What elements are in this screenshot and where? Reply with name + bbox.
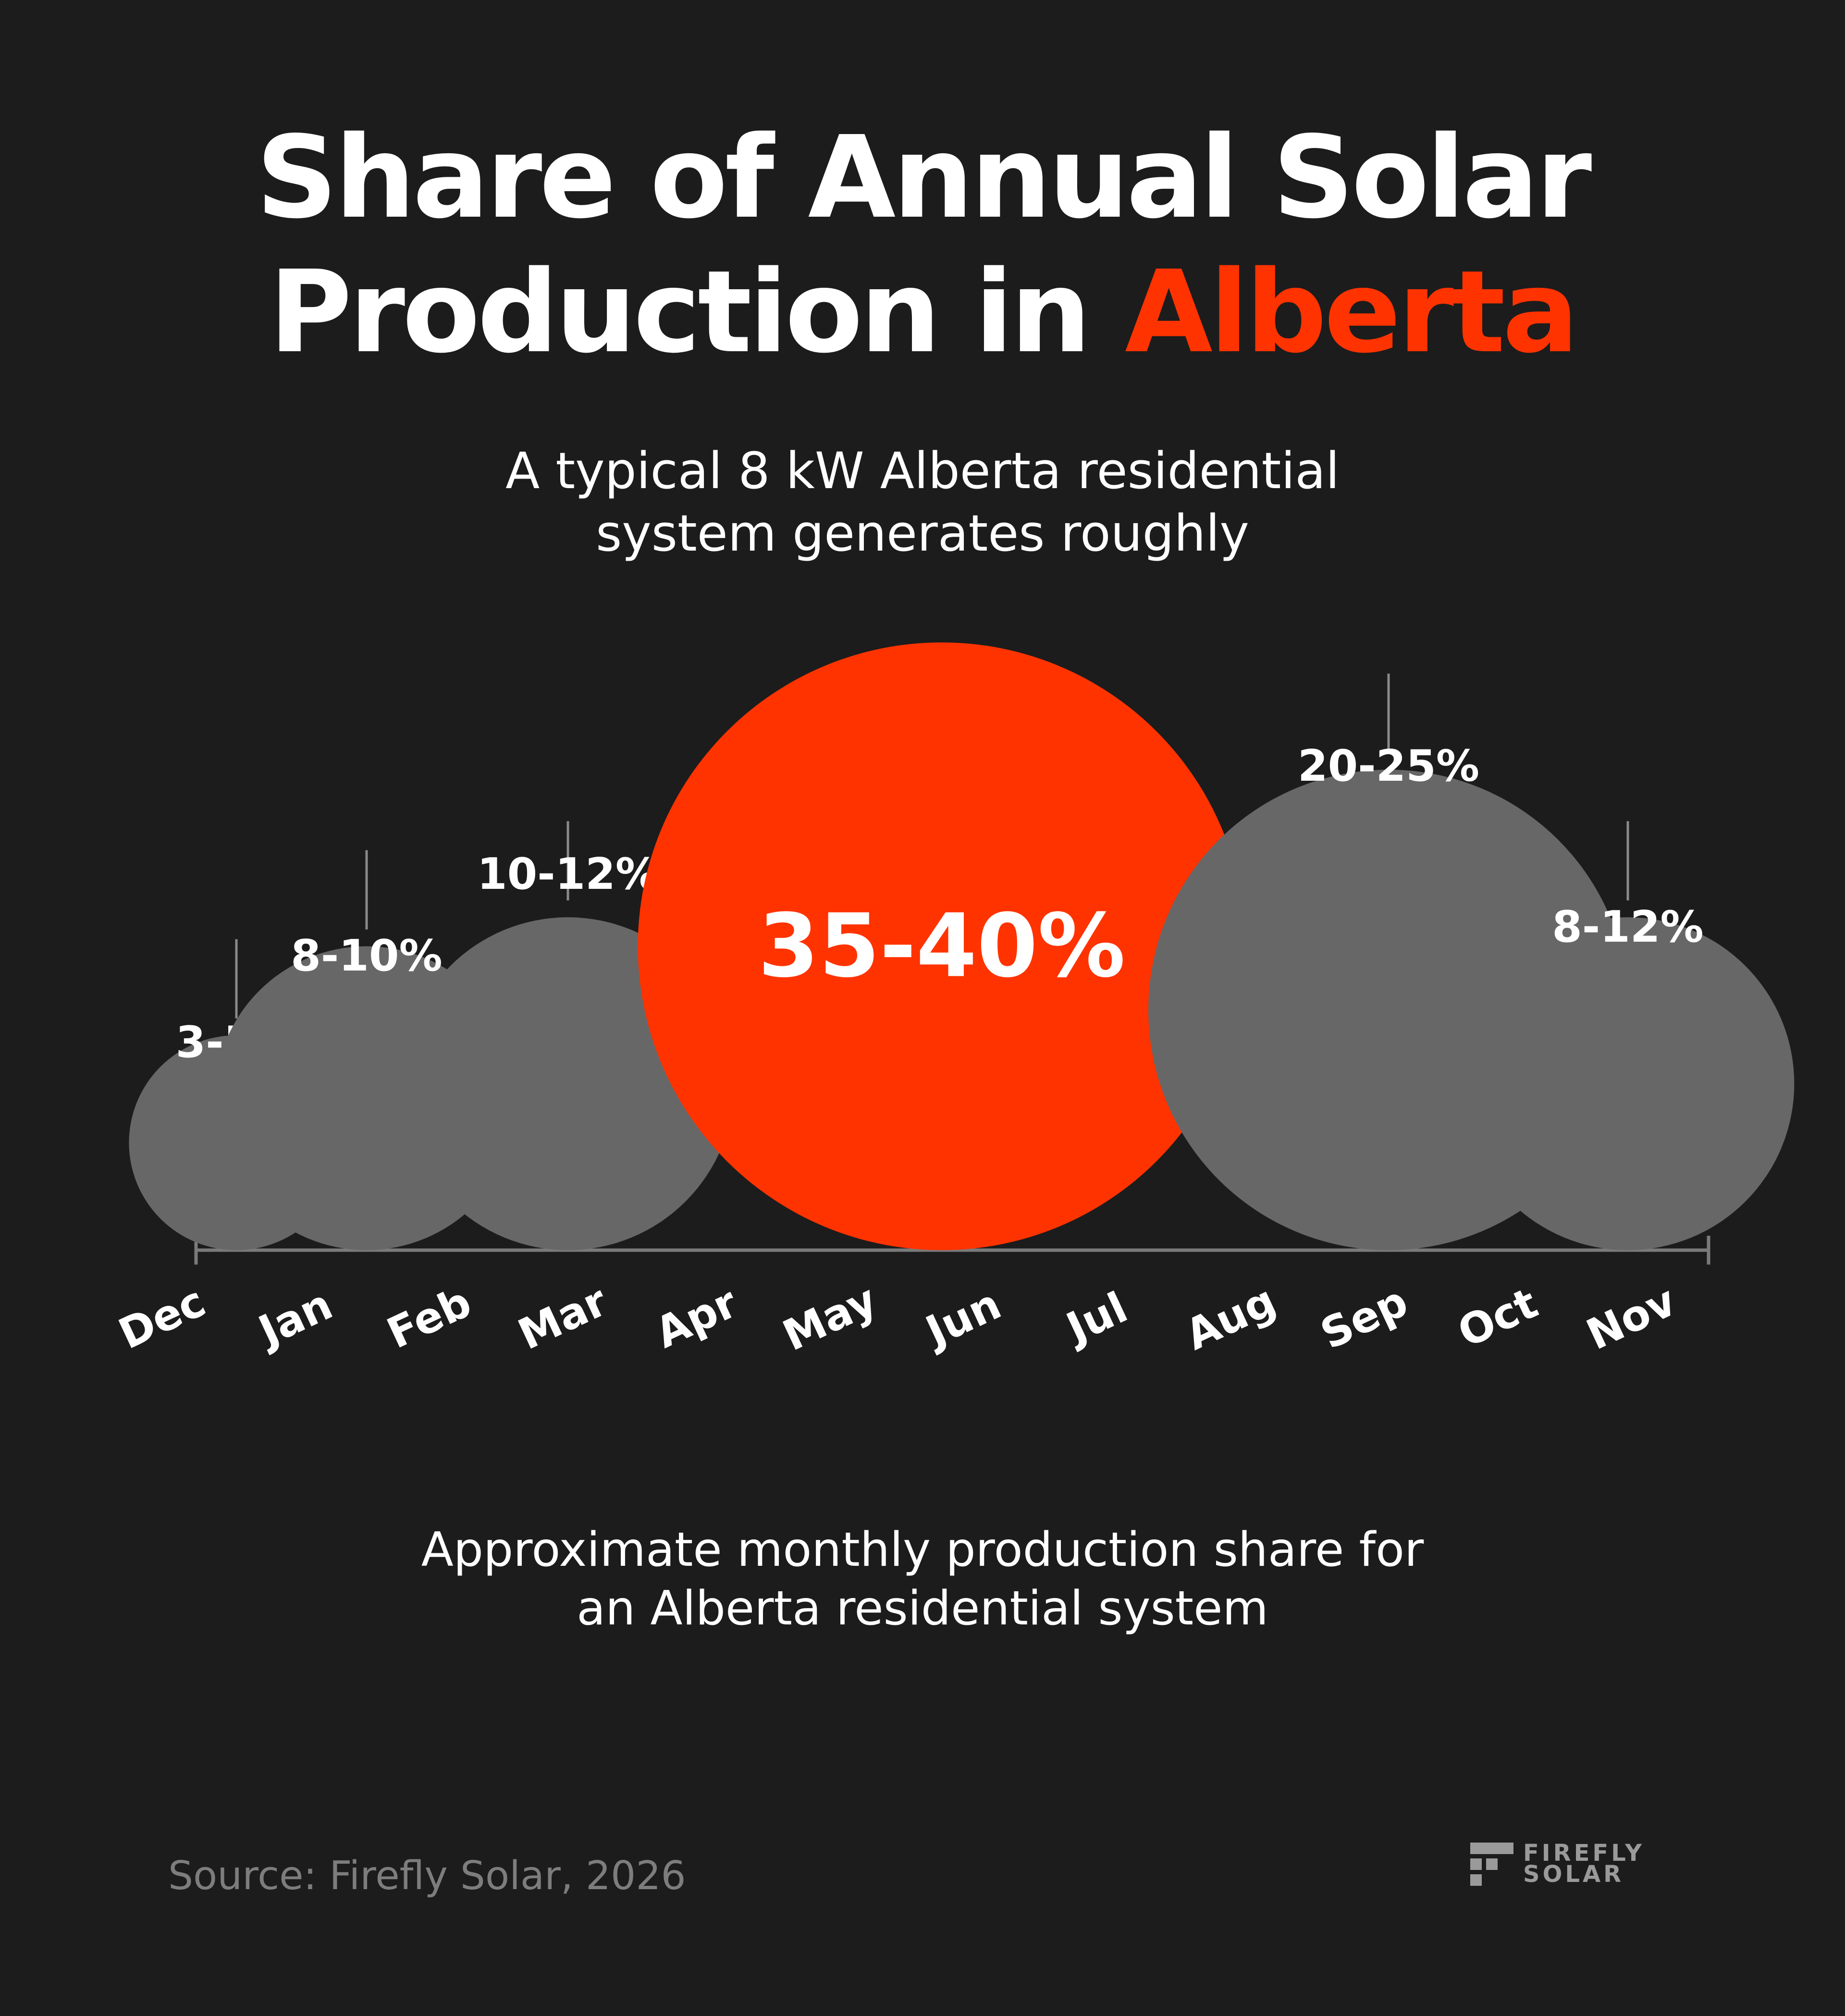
bubble-value-label-may-jul: 35-40% xyxy=(758,895,1125,997)
title-line-2: Production in Alberta xyxy=(0,245,1845,380)
source-note: Source: Firefly Solar, 2026 xyxy=(168,1853,686,1899)
title-accent-alberta: Alberta xyxy=(1125,246,1579,378)
bubble-nov xyxy=(1461,917,1795,1250)
month-label-sep: Sep xyxy=(1313,1276,1415,1359)
bubble-value-label-sep: 20-25% xyxy=(1298,741,1479,791)
logo-line-2: SOLAR xyxy=(1523,1861,1624,1888)
logo-line-1: FIREFLY xyxy=(1523,1840,1645,1867)
month-label-jan: Jan xyxy=(249,1279,340,1357)
month-label-oct: Oct xyxy=(1451,1278,1545,1357)
caption-line-2: an Alberta residential system xyxy=(577,1581,1268,1636)
bubble-value-label-mar: 10-12% xyxy=(477,849,659,899)
month-label-jun: Jun xyxy=(916,1279,1008,1357)
chart-caption: Approximate monthly production share for… xyxy=(0,1521,1845,1638)
title-line-2-prefix: Production in xyxy=(269,246,1125,378)
bubble-value-label-jan: 8-10% xyxy=(291,931,442,981)
caption-line-1: Approximate monthly production share for xyxy=(421,1523,1424,1577)
month-label-jul: Jul xyxy=(1057,1282,1135,1354)
month-label-aug: Aug xyxy=(1178,1276,1283,1360)
bubble-may-jul xyxy=(638,642,1246,1250)
subtitle-line-1: A typical 8 kW Alberta residential xyxy=(505,442,1340,500)
chart-title: Share of Annual Solar Production in Albe… xyxy=(0,111,1845,380)
month-label-apr: Apr xyxy=(648,1278,745,1358)
logo-mark-icon xyxy=(1470,1843,1513,1886)
logo-text: FIREFLY SOLAR xyxy=(1523,1840,1686,1888)
month-label-dec: Dec xyxy=(111,1277,213,1359)
firefly-solar-logo: FIREFLY SOLAR xyxy=(1470,1840,1686,1888)
subtitle-line-2: system generates roughly xyxy=(596,504,1249,563)
month-label-may: May xyxy=(775,1275,884,1361)
bubble-value-label-nov: 8-12% xyxy=(1552,902,1703,952)
month-label-mar: Mar xyxy=(511,1276,615,1359)
month-label-feb: Feb xyxy=(380,1277,479,1358)
title-line-1: Share of Annual Solar xyxy=(256,111,1592,244)
month-label-nov: Nov xyxy=(1579,1276,1684,1359)
chart-subtitle: A typical 8 kW Alberta residential syste… xyxy=(0,440,1845,565)
bubble-chart: 3-5%8-10%10-12%35-40%20-25%8-12%DecJanFe… xyxy=(111,642,1795,1361)
